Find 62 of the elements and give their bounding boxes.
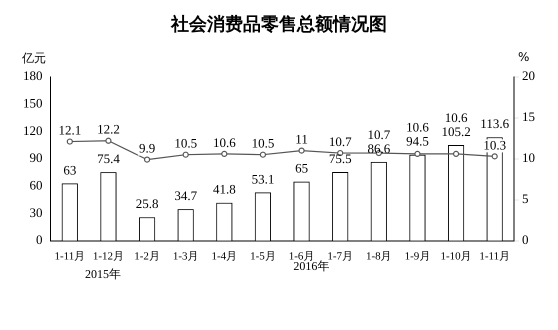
- point: [66, 138, 73, 145]
- x-tick-label: 1-9月: [404, 250, 430, 262]
- y2-tick-label: 20: [522, 68, 535, 84]
- data-label: 75.4: [97, 151, 120, 166]
- point: [144, 156, 150, 163]
- x-tick-label: 1-3月: [172, 250, 199, 262]
- point: [260, 152, 266, 158]
- point: [492, 153, 498, 160]
- data-label: 34.7: [174, 188, 198, 204]
- x-tick-label: 1-5月: [250, 250, 276, 262]
- x-tick-label: 1-12月: [92, 250, 124, 262]
- data-label: 113.6: [480, 116, 510, 132]
- y2-tick-label: 0: [522, 232, 528, 248]
- data-label: 10.6: [212, 134, 236, 150]
- data-label: 25.8: [136, 196, 158, 212]
- data-label: 53.1: [252, 171, 274, 186]
- x-tick-label: 1-11月: [54, 250, 86, 262]
- point: [298, 148, 305, 154]
- y-axis-title: 亿元: [22, 50, 46, 67]
- x-tick-label: 1-8月: [366, 250, 392, 262]
- point: [105, 138, 112, 144]
- data-label: 11: [295, 132, 308, 147]
- point: [182, 152, 189, 158]
- data-label: 10.3: [483, 137, 506, 152]
- y-tick-label: 60: [30, 178, 42, 193]
- x-tick-label: 1-4月: [211, 250, 238, 262]
- data-label: 10.5: [174, 136, 198, 151]
- data-label: 10.6: [444, 110, 468, 125]
- data-label: 75.5: [328, 150, 352, 166]
- y2-tick-label: 5: [522, 191, 528, 206]
- y-tick-label: 0: [36, 232, 42, 248]
- data-label: 10.5: [252, 136, 274, 151]
- x-tick-label: 1-6月: [288, 250, 314, 262]
- data-label: 63: [63, 162, 76, 178]
- data-label: 9.9: [138, 140, 156, 156]
- x-tick-label: 1-10月: [440, 250, 472, 262]
- data-label: 105.2: [441, 124, 471, 139]
- text: 2015年: [85, 266, 122, 283]
- y2-tick-label: 15: [522, 109, 535, 124]
- data-label: 12.1: [58, 122, 82, 138]
- point: [452, 150, 460, 157]
- chart-title: 社会消费品零售总额情况图: [170, 13, 388, 36]
- data-label: 65: [295, 160, 308, 176]
- y-tick-label: 120: [23, 122, 42, 138]
- data-label: 94.5: [406, 134, 429, 149]
- y2-axis-title: %: [518, 50, 530, 64]
- y-tick-label: 180: [23, 68, 42, 84]
- y2-tick-label: 10: [522, 150, 535, 166]
- point: [221, 150, 228, 157]
- data-label: 41.8: [212, 182, 236, 197]
- y-tick-label: 30: [30, 204, 42, 220]
- y-tick-label: 150: [23, 96, 42, 111]
- data-label: 10.7: [328, 134, 352, 149]
- data-label: 86.6: [367, 140, 391, 156]
- y-tick-label: 90: [30, 150, 42, 166]
- data-label: 10.6: [406, 120, 430, 135]
- x-tick-label: 1-7月: [327, 250, 354, 262]
- x-tick-label: 1-2月: [134, 250, 160, 262]
- point: [414, 150, 421, 157]
- data-label: 12.2: [97, 122, 120, 137]
- x-tick-label: 1-11月: [479, 250, 510, 262]
- data-label: 10.7: [367, 126, 391, 142]
